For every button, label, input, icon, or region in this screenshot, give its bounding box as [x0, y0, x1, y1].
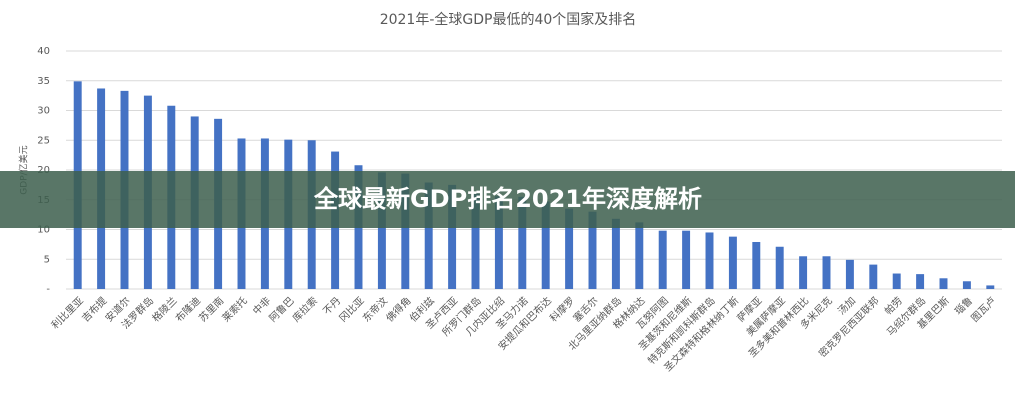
y-tick-label: 5: [44, 254, 50, 265]
bar: [682, 230, 691, 289]
x-tick-label: 图瓦卢: [968, 294, 998, 324]
bar: [705, 232, 714, 289]
x-tick-label: 利比里亚: [49, 295, 86, 332]
bar: [939, 278, 948, 289]
x-tick-label: 布隆迪: [173, 294, 203, 324]
bar: [494, 196, 503, 289]
bar: [986, 285, 995, 289]
y-tick-label: 35: [37, 76, 50, 87]
x-tick-label: 科摩罗: [547, 294, 577, 324]
bar: [892, 273, 901, 289]
x-tick-label: 佛得角: [383, 294, 413, 324]
bar: [565, 208, 574, 289]
bar: [845, 259, 854, 289]
bar: [588, 211, 597, 289]
bar: [377, 172, 386, 289]
bar: [518, 196, 527, 289]
chart-title: 2021年-全球GDP最低的40个国家及排名: [380, 11, 637, 28]
y-tick-label: 10: [37, 225, 50, 236]
bar: [658, 230, 667, 289]
y-tick-label: 25: [37, 135, 50, 146]
x-tick-label: 冈比亚: [337, 295, 367, 325]
x-tick-label: 莱索托: [219, 294, 249, 324]
bar: [775, 246, 784, 289]
bar: [448, 184, 457, 289]
bar: [471, 193, 480, 289]
banner-text: 全球最新GDP排名2021年深度解析: [313, 185, 702, 213]
x-tick-label: 东帝汶: [360, 294, 390, 324]
y-tick-label: -: [46, 284, 50, 295]
x-tick-label: 阿鲁巴: [266, 294, 296, 324]
bar: [728, 236, 737, 289]
bar: [962, 281, 971, 289]
y-tick-label: 30: [37, 106, 50, 117]
x-tick-label: 吉布提: [80, 295, 110, 325]
bar: [611, 218, 620, 289]
bar: [635, 222, 644, 289]
bar: [916, 274, 925, 289]
banner-background: [0, 171, 1015, 228]
y-tick-label: 20: [37, 165, 50, 176]
bar: [541, 201, 550, 289]
bar: [869, 264, 878, 289]
y-tick-label: 40: [37, 46, 50, 57]
x-tick-label: 苏里南: [196, 294, 226, 324]
x-tick-label: 格陵兰: [149, 294, 179, 324]
bar: [401, 173, 410, 289]
bar: [799, 256, 808, 289]
x-tick-label: 库拉索: [290, 294, 320, 324]
bar: [752, 241, 761, 289]
bar: [424, 182, 433, 289]
bar: [822, 256, 831, 289]
